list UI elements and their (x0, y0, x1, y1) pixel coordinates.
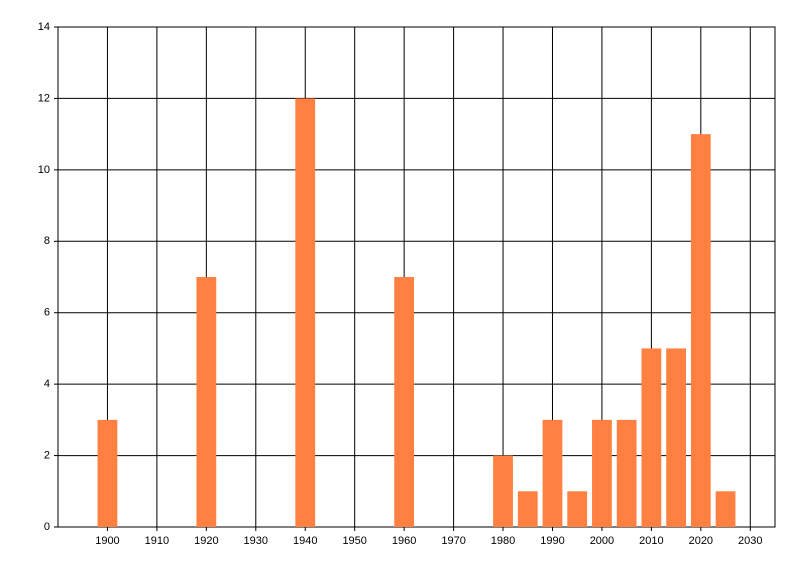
x-tick-label: 1930 (244, 535, 268, 547)
bar (690, 134, 711, 527)
x-tick-label: 1950 (342, 535, 366, 547)
x-tick-label: 2030 (738, 535, 762, 547)
x-tick-label: 1940 (293, 535, 317, 547)
x-tick-label: 1980 (491, 535, 515, 547)
y-tick-label: 8 (44, 235, 50, 247)
bar (542, 419, 563, 527)
y-tick-label: 14 (38, 21, 50, 33)
x-tick-label: 2000 (590, 535, 614, 547)
bar (616, 419, 637, 527)
bar (567, 491, 588, 527)
x-tick-label: 2010 (639, 535, 663, 547)
y-tick-label: 12 (38, 92, 50, 104)
bar (493, 455, 513, 527)
bar (517, 491, 538, 527)
x-tick-label: 1970 (441, 535, 465, 547)
x-tick-label: 1960 (392, 535, 416, 547)
bar (666, 348, 686, 527)
bar (394, 277, 415, 527)
y-tick-label: 0 (44, 521, 50, 533)
bar (295, 98, 316, 527)
y-tick-label: 10 (38, 164, 50, 176)
y-tick-label: 6 (44, 307, 50, 319)
x-tick-label: 2020 (689, 535, 713, 547)
bar (641, 348, 662, 527)
x-tick-label: 1990 (540, 535, 564, 547)
y-tick-label: 2 (44, 449, 50, 461)
bar (196, 277, 217, 527)
x-tick-label: 1910 (145, 535, 169, 547)
bar (592, 419, 612, 527)
x-tick-label: 1920 (194, 535, 218, 547)
y-tick-label: 4 (44, 378, 50, 390)
x-tick-label: 1900 (95, 535, 119, 547)
bar (97, 419, 118, 527)
bar (715, 491, 736, 527)
